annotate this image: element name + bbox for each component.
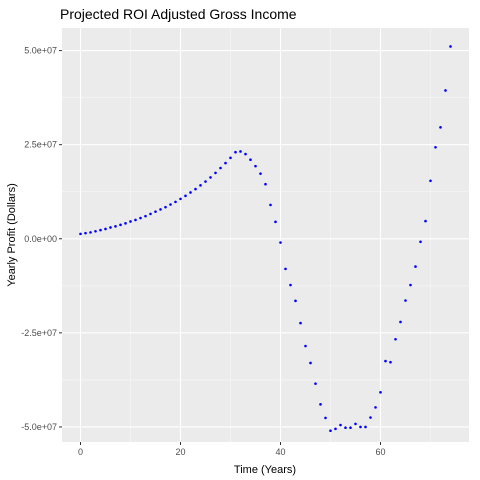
data-point	[159, 208, 162, 211]
data-point	[124, 222, 127, 225]
data-point	[389, 361, 392, 364]
data-point	[434, 146, 437, 149]
y-tick-label: 2.5e+07	[24, 140, 57, 150]
data-point	[154, 210, 157, 213]
data-point	[144, 215, 147, 218]
data-point	[109, 226, 112, 229]
data-point	[139, 217, 142, 220]
data-point	[419, 240, 422, 243]
y-tick-label: -2.5e+07	[21, 328, 57, 338]
y-axis-title: Yearly Profit (Dollars)	[6, 183, 18, 287]
data-point	[264, 183, 267, 186]
data-point	[344, 426, 347, 429]
data-point	[99, 229, 102, 232]
data-point	[339, 424, 342, 427]
data-point	[229, 157, 232, 160]
data-point	[199, 184, 202, 187]
data-point	[269, 204, 272, 207]
data-point	[404, 299, 407, 302]
data-point	[309, 362, 312, 365]
data-point	[79, 233, 82, 236]
data-point	[189, 191, 192, 194]
data-point	[249, 158, 252, 161]
x-tick-label: 0	[78, 447, 83, 457]
data-point	[364, 426, 367, 429]
y-tick-label: 0.0e+00	[24, 234, 57, 244]
x-tick-label: 60	[375, 447, 385, 457]
data-point	[274, 221, 277, 224]
data-point	[319, 403, 322, 406]
x-tick-label: 20	[175, 447, 185, 457]
data-point	[424, 220, 427, 223]
data-point	[359, 426, 362, 429]
data-point	[149, 213, 152, 216]
data-point	[379, 391, 382, 394]
data-point	[244, 153, 247, 156]
data-point	[234, 151, 237, 154]
data-point	[409, 284, 412, 287]
data-point	[254, 165, 257, 168]
data-point	[204, 180, 207, 183]
data-point	[449, 45, 452, 48]
data-point	[174, 201, 177, 204]
data-point	[209, 176, 212, 179]
data-point	[299, 322, 302, 325]
data-point	[224, 162, 227, 165]
data-point	[384, 360, 387, 363]
data-point	[94, 230, 97, 233]
data-point	[89, 231, 92, 234]
data-point	[354, 423, 357, 426]
data-point	[194, 188, 197, 191]
data-point	[324, 417, 327, 420]
data-point	[214, 172, 217, 175]
data-point	[314, 382, 317, 385]
data-point	[279, 241, 282, 244]
data-point	[184, 195, 187, 198]
data-point	[394, 338, 397, 341]
data-point	[114, 225, 117, 228]
x-axis-title: Time (Years)	[234, 464, 296, 476]
data-point	[369, 416, 372, 419]
data-point	[239, 150, 242, 153]
data-point	[219, 167, 222, 170]
data-point	[84, 232, 87, 235]
data-point	[304, 345, 307, 348]
data-point	[429, 180, 432, 183]
data-point	[329, 429, 332, 432]
data-point	[134, 219, 137, 222]
data-point	[349, 426, 352, 429]
data-point	[414, 265, 417, 268]
data-point	[439, 126, 442, 129]
data-point	[444, 89, 447, 92]
x-tick-label: 40	[275, 447, 285, 457]
data-point	[119, 224, 122, 227]
data-point	[179, 198, 182, 201]
chart-title: Projected ROI Adjusted Gross Income	[60, 6, 297, 22]
data-point	[129, 220, 132, 223]
y-tick-label: -5.0e+07	[21, 422, 57, 432]
data-point	[374, 406, 377, 409]
data-point	[334, 428, 337, 431]
data-point	[169, 203, 172, 206]
y-tick-label: 5.0e+07	[24, 46, 57, 56]
data-point	[284, 268, 287, 271]
data-point	[399, 321, 402, 324]
data-point	[104, 228, 107, 231]
data-point	[289, 284, 292, 287]
data-point	[259, 172, 262, 175]
data-point	[294, 300, 297, 303]
data-point	[164, 206, 167, 209]
